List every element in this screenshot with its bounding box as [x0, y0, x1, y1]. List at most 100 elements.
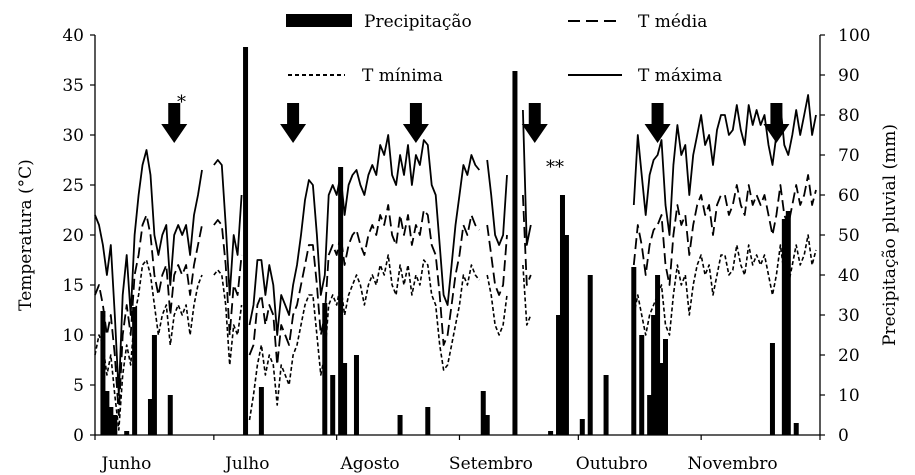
- precipitation-bar: [659, 363, 665, 435]
- y-axis-right-title: Precipitação pluvial (mm): [880, 124, 900, 346]
- annotation-star: *: [177, 92, 186, 113]
- precipitation-bar: [647, 395, 653, 435]
- precipitation-bar: [338, 167, 344, 435]
- y-axis-left-title: Temperatura (°C): [16, 159, 36, 311]
- precipitation-bar: [330, 375, 336, 435]
- x-tick-label: Junho: [99, 454, 151, 474]
- t-media-line: [213, 219, 243, 336]
- precipitation-bar: [425, 407, 431, 435]
- annotation-double-star: **: [546, 157, 564, 178]
- right-tick-label: 10: [838, 386, 860, 406]
- precipitation-bar: [662, 339, 668, 435]
- temperature-lines: [94, 94, 817, 431]
- precipitation-bar: [124, 431, 130, 435]
- precipitation-bar: [651, 315, 657, 435]
- left-tick-label: 40: [62, 26, 84, 46]
- right-tick-label: 0: [838, 426, 849, 446]
- x-tick-label: Julho: [223, 454, 269, 474]
- precipitation-bar: [167, 395, 173, 435]
- precipitation-bar: [556, 315, 562, 435]
- t-maxima-line: [94, 149, 203, 396]
- precipitation-bar: [785, 211, 791, 435]
- precipitation-bar: [484, 415, 490, 435]
- right-tick-label: 30: [838, 306, 860, 326]
- precipitation-bar: [631, 267, 637, 435]
- legend-label-t-minima: T mínima: [362, 66, 443, 86]
- left-tick-label: 20: [62, 226, 84, 246]
- precipitation-bar: [112, 415, 118, 435]
- precipitation-bars: [100, 47, 799, 435]
- precipitation-bar: [639, 335, 645, 435]
- t-minima-line: [248, 254, 480, 421]
- t-media-line: [632, 174, 817, 286]
- left-tick-label: 5: [73, 376, 84, 396]
- legend-label-t-maxima: T máxima: [638, 66, 722, 86]
- right-tick-label: 80: [838, 106, 860, 126]
- left-ticks: 0 5 10 15 20 25 30 35 40: [62, 26, 95, 446]
- precipitation-bar: [108, 407, 114, 435]
- precipitation-bar: [104, 391, 110, 435]
- t-maxima-line: [632, 94, 817, 236]
- right-tick-label: 40: [838, 266, 860, 286]
- x-tick-label: Agosto: [339, 454, 399, 474]
- precipitation-bar: [769, 343, 775, 435]
- x-tick-label: Outubro: [576, 454, 648, 474]
- x-ticks: Junho Julho Agosto Setembro Outubro Novembro: [94, 435, 821, 474]
- precipitation-bar: [258, 387, 264, 435]
- t-minima-line: [522, 264, 532, 326]
- arrows: [161, 103, 790, 143]
- left-tick-label: 35: [62, 76, 84, 96]
- precipitation-bar: [587, 275, 593, 435]
- precipitation-bar: [579, 419, 585, 435]
- precipitation-bar: [243, 47, 249, 435]
- legend-label-t-media: T média: [638, 12, 707, 32]
- precipitation-bar: [563, 235, 569, 435]
- arrow-down-icon: [763, 103, 790, 143]
- arrow-down-icon: [644, 103, 671, 143]
- left-tick-label: 30: [62, 126, 84, 146]
- precipitation-bar: [353, 355, 359, 435]
- left-tick-label: 0: [73, 426, 84, 446]
- t-maxima-line: [522, 109, 532, 246]
- arrow-down-icon: [161, 103, 188, 143]
- x-tick-label: Novembro: [688, 454, 778, 474]
- precipitation-bar: [397, 415, 403, 435]
- right-tick-label: 70: [838, 146, 860, 166]
- right-tick-label: 60: [838, 186, 860, 206]
- precipitation-bar: [480, 391, 486, 435]
- precipitation-bar: [559, 195, 565, 435]
- precipitation-bar: [655, 275, 661, 435]
- t-maxima-line: [213, 159, 243, 296]
- legend-swatch-precipitacao: [286, 14, 352, 27]
- precipitation-bar: [548, 431, 554, 435]
- right-tick-label: 100: [838, 26, 870, 46]
- arrow-down-icon: [280, 103, 307, 143]
- left-tick-label: 25: [62, 176, 84, 196]
- t-media-line: [522, 194, 532, 286]
- t-minima-line: [213, 269, 243, 366]
- x-tick-label: Setembro: [449, 454, 533, 474]
- left-tick-label: 15: [62, 276, 84, 296]
- precipitation-bar: [603, 375, 609, 435]
- t-minima-line: [486, 274, 508, 336]
- legend: Precipitação T média T mínima T máxima: [286, 12, 722, 86]
- precipitation-bar: [342, 363, 348, 435]
- right-tick-label: 20: [838, 346, 860, 366]
- left-tick-label: 10: [62, 326, 84, 346]
- arrow-down-icon: [402, 103, 429, 143]
- t-maxima-line: [486, 159, 508, 246]
- t-maxima-line: [248, 134, 481, 336]
- t-media-line: [486, 224, 508, 296]
- precipitation-bar: [147, 399, 153, 435]
- precipitation-bar: [151, 335, 157, 435]
- precipitation-bar: [100, 311, 106, 435]
- precipitation-bar: [322, 303, 328, 435]
- legend-label-precipitacao: Precipitação: [364, 12, 472, 32]
- precipitation-bar: [793, 423, 799, 435]
- precipitation-bar: [132, 307, 138, 435]
- precipitation-bar: [512, 71, 518, 435]
- precipitation-bar: [781, 219, 787, 435]
- t-media-line: [94, 214, 203, 416]
- right-tick-label: 90: [838, 66, 860, 86]
